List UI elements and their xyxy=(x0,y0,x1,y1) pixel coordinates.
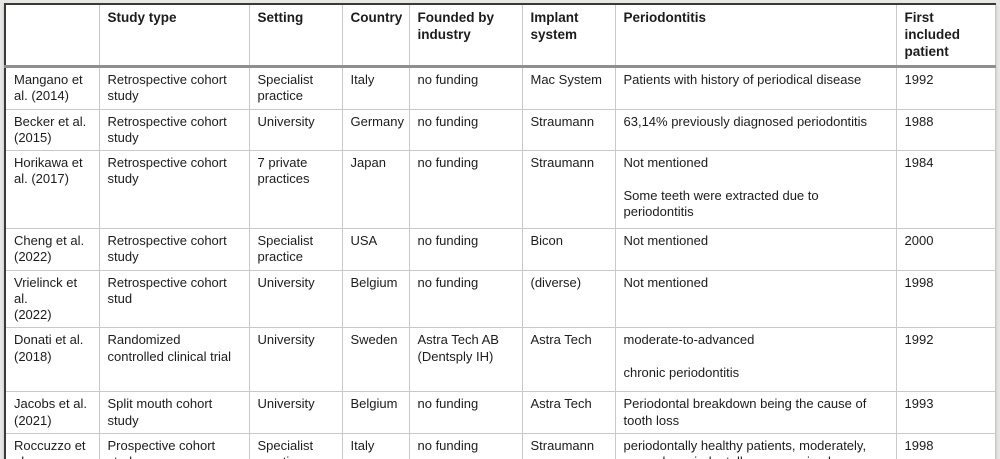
table-row: Cheng et al. (2022) Retrospective cohort… xyxy=(4,228,996,271)
table-row: Jacobs et al. (2021) Split mouth cohort … xyxy=(4,391,996,434)
cell-country: Sweden xyxy=(341,327,410,393)
cell-periodontitis: Not mentioned xyxy=(614,269,897,329)
col-header-setting: Setting xyxy=(248,3,343,68)
cell-setting: Specialist practice xyxy=(248,65,343,110)
cell-study-type: Split mouth cohort study xyxy=(98,391,250,434)
cell-first-included-patient: 1988 xyxy=(895,108,996,152)
cell-study: Horikawa et al. (2017) xyxy=(4,150,100,230)
cell-periodontitis: 63,14% previously diagnosed periodontiti… xyxy=(614,108,897,152)
cell-implant-system: (diverse) xyxy=(521,269,616,329)
cell-setting: Specialist practice xyxy=(248,432,343,459)
table-row: Roccuzzo et al. (2022) Prospective cohor… xyxy=(4,432,996,459)
cell-study-type: Retrospective cohort study xyxy=(98,108,250,152)
cell-first-included-patient: 1993 xyxy=(895,391,996,434)
cell-country: Belgium xyxy=(341,269,410,329)
cell-periodontitis: moderate-to-advanced chronic periodontit… xyxy=(614,327,897,393)
cell-founded-by-industry: no funding xyxy=(408,150,523,230)
cell-setting: University xyxy=(248,327,343,393)
cell-study: Vrielinck et al. (2022) xyxy=(4,269,100,329)
col-header-study-type: Study type xyxy=(98,3,250,68)
cell-first-included-patient: 1992 xyxy=(895,65,996,110)
table-row: Horikawa et al. (2017) Retrospective coh… xyxy=(4,150,996,230)
cell-setting: Specialist practice xyxy=(248,228,343,271)
cell-country: Belgium xyxy=(341,391,410,434)
cell-country: USA xyxy=(341,228,410,271)
cell-founded-by-industry: no funding xyxy=(408,65,523,110)
cell-first-included-patient: 1992 xyxy=(895,327,996,393)
cell-implant-system: Astra Tech xyxy=(521,391,616,434)
cell-setting: University xyxy=(248,108,343,152)
col-header-periodontitis: Periodontitis xyxy=(614,3,897,68)
cell-country: Japan xyxy=(341,150,410,230)
col-header-implant-system: Implant system xyxy=(521,3,616,68)
col-header-first-included-patient: First included patient xyxy=(895,3,996,68)
cell-founded-by-industry: no funding xyxy=(408,391,523,434)
col-header-study xyxy=(4,3,100,68)
cell-country: Italy xyxy=(341,432,410,459)
cell-periodontitis: Periodontal breakdown being the cause of… xyxy=(614,391,897,434)
cell-founded-by-industry: no funding xyxy=(408,269,523,329)
table-row: Mangano et al. (2014) Retrospective coho… xyxy=(4,65,996,110)
cell-implant-system: Bicon xyxy=(521,228,616,271)
cell-founded-by-industry: Astra Tech AB (Dentsply IH) xyxy=(408,327,523,393)
cell-setting: University xyxy=(248,269,343,329)
cell-country: Italy xyxy=(341,65,410,110)
cell-country: Germany xyxy=(341,108,410,152)
cell-implant-system: Straumann xyxy=(521,432,616,459)
cell-study-type: Prospective cohort study xyxy=(98,432,250,459)
cell-study-type: Retrospective cohort study xyxy=(98,228,250,271)
cell-study: Becker et al. (2015) xyxy=(4,108,100,152)
cell-founded-by-industry: no funding xyxy=(408,228,523,271)
cell-study-type: Retrospective cohort study xyxy=(98,65,250,110)
cell-implant-system: Straumann xyxy=(521,108,616,152)
cell-implant-system: Astra Tech xyxy=(521,327,616,393)
cell-first-included-patient: 1984 xyxy=(895,150,996,230)
table-row: Donati et al. (2018) Randomized controll… xyxy=(4,327,996,393)
cell-first-included-patient: 2000 xyxy=(895,228,996,271)
table-row: Becker et al. (2015) Retrospective cohor… xyxy=(4,108,996,152)
cell-study: Jacobs et al. (2021) xyxy=(4,391,100,434)
cell-implant-system: Mac System xyxy=(521,65,616,110)
cell-study: Roccuzzo et al. (2022) xyxy=(4,432,100,459)
cell-periodontitis: Not mentioned Some teeth were extracted … xyxy=(614,150,897,230)
col-header-founded-by-industry: Founded by industry xyxy=(408,3,523,68)
cell-study-type: Randomized controlled clinical trial xyxy=(98,327,250,393)
cell-periodontitis: Not mentioned xyxy=(614,228,897,271)
cell-periodontitis: periodontally healthy patients, moderate… xyxy=(614,432,897,459)
cell-first-included-patient: 1998 xyxy=(895,432,996,459)
cell-study: Donati et al. (2018) xyxy=(4,327,100,393)
cell-study-type: Retrospective cohort stud xyxy=(98,269,250,329)
cell-study: Cheng et al. (2022) xyxy=(4,228,100,271)
cell-periodontitis: Patients with history of periodical dise… xyxy=(614,65,897,110)
cell-study-type: Retrospective cohort study xyxy=(98,150,250,230)
cell-founded-by-industry: no funding xyxy=(408,108,523,152)
cell-study: Mangano et al. (2014) xyxy=(4,65,100,110)
cell-implant-system: Straumann xyxy=(521,150,616,230)
cell-first-included-patient: 1998 xyxy=(895,269,996,329)
cell-setting: 7 private practices xyxy=(248,150,343,230)
header-row: Study type Setting Country Founded by in… xyxy=(4,3,996,68)
col-header-country: Country xyxy=(341,3,410,68)
cell-setting: University xyxy=(248,391,343,434)
cell-founded-by-industry: no funding xyxy=(408,432,523,459)
table-row: Vrielinck et al. (2022) Retrospective co… xyxy=(4,269,996,329)
studies-table: Study type Setting Country Founded by in… xyxy=(4,3,996,459)
